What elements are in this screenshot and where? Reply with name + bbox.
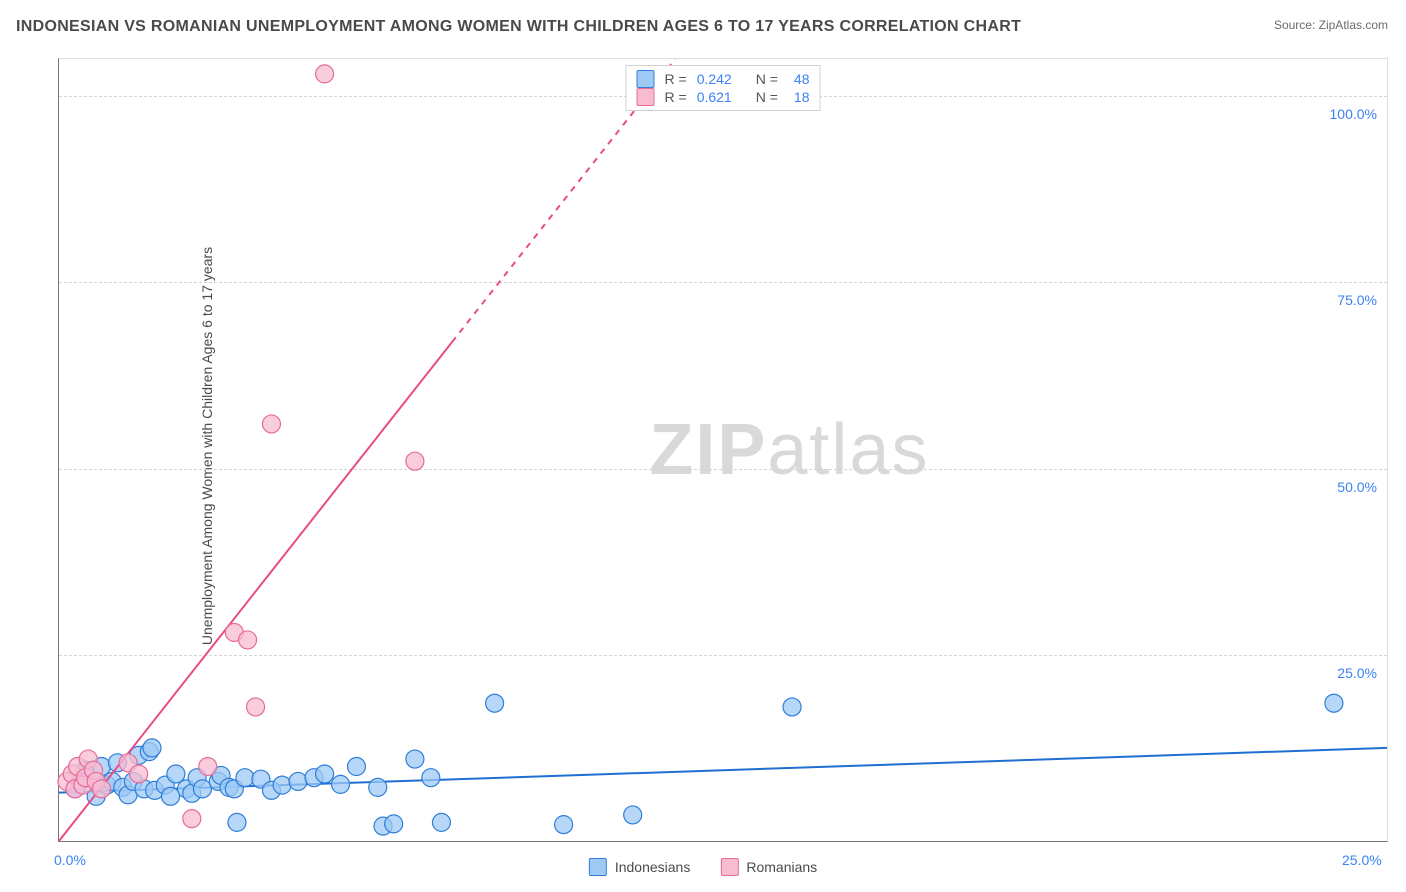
n-label: N =: [756, 89, 778, 105]
r-label: R =: [665, 71, 687, 87]
data-point: [624, 806, 642, 824]
data-point: [239, 631, 257, 649]
legend-swatch: [589, 858, 607, 876]
data-point: [289, 772, 307, 790]
stats-legend: R = 0.242 N = 48 R = 0.621 N = 18: [626, 65, 821, 111]
legend-label: Romanians: [746, 859, 817, 875]
legend-item: Romanians: [720, 858, 817, 876]
stats-row: R = 0.621 N = 18: [637, 88, 810, 106]
plot-area: ZIPatlas R =0.242N =48R =0.621N =18 25.0…: [58, 58, 1388, 842]
data-point: [316, 765, 334, 783]
source-credit: Source: ZipAtlas.com: [1274, 18, 1388, 32]
data-point: [199, 758, 217, 776]
data-point: [262, 415, 280, 433]
data-point: [162, 787, 180, 805]
data-point: [486, 694, 504, 712]
data-point: [783, 698, 801, 716]
data-point: [183, 810, 201, 828]
data-point: [332, 775, 350, 793]
r-value: 0.242: [697, 71, 732, 87]
r-label: R =: [665, 89, 687, 105]
n-value: 48: [794, 71, 810, 87]
y-tick-label: 50.0%: [1337, 479, 1377, 495]
x-tick-min: 0.0%: [54, 852, 86, 868]
plot-svg: [59, 59, 1387, 841]
source-prefix: Source:: [1274, 18, 1319, 32]
trend-line: [59, 342, 452, 841]
data-point: [236, 769, 254, 787]
data-point: [228, 813, 246, 831]
data-point: [347, 758, 365, 776]
data-point: [555, 816, 573, 834]
legend-label: Indonesians: [615, 859, 691, 875]
data-point: [406, 452, 424, 470]
x-tick-max: 25.0%: [1342, 852, 1382, 868]
data-point: [143, 739, 161, 757]
legend-swatch: [720, 858, 738, 876]
data-point: [167, 765, 185, 783]
data-point: [92, 780, 110, 798]
n-label: N =: [756, 71, 778, 87]
legend-item: Indonesians: [589, 858, 691, 876]
data-point: [369, 778, 387, 796]
n-value: 18: [794, 89, 810, 105]
data-point: [273, 776, 291, 794]
data-point: [1325, 694, 1343, 712]
stats-row: R = 0.242 N = 48: [637, 70, 810, 88]
y-tick-label: 100.0%: [1330, 106, 1377, 122]
source-link[interactable]: ZipAtlas.com: [1319, 18, 1388, 32]
data-point: [130, 765, 148, 783]
data-point: [432, 813, 450, 831]
data-point: [247, 698, 265, 716]
data-point: [422, 769, 440, 787]
r-value: 0.621: [697, 89, 732, 105]
y-tick-label: 75.0%: [1337, 292, 1377, 308]
legend-swatch: [637, 70, 655, 88]
chart-title: INDONESIAN VS ROMANIAN UNEMPLOYMENT AMON…: [16, 18, 1021, 36]
data-point: [316, 65, 334, 83]
y-tick-label: 25.0%: [1337, 665, 1377, 681]
legend-swatch: [637, 88, 655, 106]
data-point: [193, 780, 211, 798]
series-legend: Indonesians Romanians: [589, 858, 817, 876]
data-point: [406, 750, 424, 768]
data-point: [385, 815, 403, 833]
